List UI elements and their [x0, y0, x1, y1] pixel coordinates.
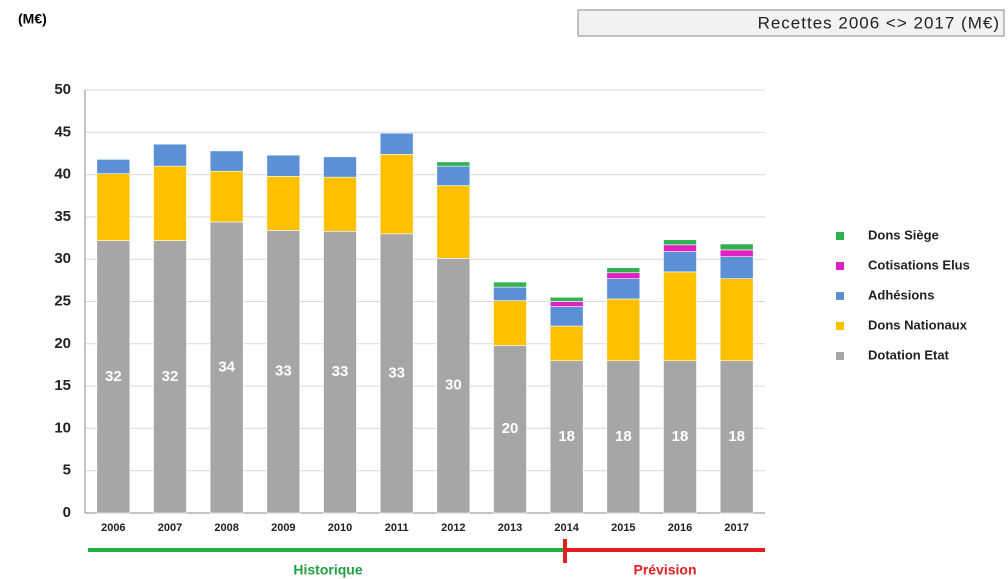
legend-swatch — [836, 232, 844, 240]
x-tick-label: 2015 — [611, 522, 635, 534]
bar-segment — [493, 300, 527, 346]
data-label: 33 — [332, 363, 349, 380]
bar-segment — [549, 325, 584, 362]
x-tick-label: 2006 — [101, 522, 125, 534]
legend-swatch — [836, 322, 844, 330]
bar-segment — [663, 239, 697, 246]
x-tick-label: 2012 — [441, 522, 465, 534]
bar-segment — [323, 230, 357, 514]
y-tick-label: 40 — [54, 166, 71, 183]
data-label: 20 — [502, 420, 519, 437]
y-tick-label: 50 — [54, 81, 71, 98]
legend-label: Adhésions — [868, 287, 934, 302]
data-label: 32 — [105, 368, 122, 385]
bar-segment — [549, 301, 584, 307]
data-label: 18 — [728, 428, 745, 445]
legend-swatch — [836, 352, 844, 360]
y-tick-label: 45 — [54, 123, 71, 140]
data-label: 30 — [445, 377, 462, 394]
data-label: 34 — [218, 358, 235, 375]
x-tick-label: 2013 — [498, 522, 522, 534]
bar-segment — [663, 271, 697, 362]
data-label: 33 — [275, 363, 292, 380]
bar-segment — [493, 286, 527, 301]
bar-segment — [209, 170, 244, 223]
bar-segment — [663, 360, 697, 514]
bar-segment — [153, 240, 187, 514]
bar-segment — [379, 153, 414, 235]
bar-segment — [719, 278, 754, 362]
bar-segment — [549, 360, 584, 514]
data-label: 32 — [162, 368, 179, 385]
bar-segment — [549, 296, 584, 302]
x-tick-label: 2011 — [385, 522, 409, 534]
x-tick-label: 2016 — [668, 522, 692, 534]
bar-segment — [663, 244, 697, 252]
bar-segment — [663, 251, 697, 273]
bar-segment — [493, 345, 527, 514]
annotation: Prévision — [633, 562, 696, 578]
bar-segment — [96, 240, 131, 514]
bar-segment — [436, 161, 471, 167]
x-tick-label: 2008 — [214, 522, 238, 534]
bar-segment — [266, 230, 301, 514]
bar-segment — [323, 156, 357, 178]
bar-segment — [606, 278, 641, 300]
y-tick-label: 35 — [54, 208, 71, 225]
bar-segment — [379, 132, 414, 155]
bar-segment — [96, 173, 131, 241]
x-tick-label: 2014 — [554, 522, 579, 534]
bar-segment — [493, 281, 527, 288]
y-tick-label: 25 — [54, 292, 71, 309]
y-tick-label: 5 — [63, 462, 71, 479]
x-tick-label: 2010 — [328, 522, 352, 534]
annotation: Historique — [293, 562, 362, 578]
legend-label: Dotation Etat — [868, 347, 950, 362]
bar-segment — [719, 360, 754, 514]
data-label: 18 — [615, 428, 632, 445]
y-tick-label: 10 — [54, 419, 71, 436]
bar-segment — [153, 143, 187, 167]
legend-label: Dons Nationaux — [868, 317, 968, 332]
bar-segment — [606, 360, 641, 514]
bar-segment — [606, 272, 641, 279]
bar-segment — [266, 154, 301, 177]
y-tick-label: 0 — [63, 504, 71, 521]
bar-segment — [153, 165, 187, 241]
bar-segment — [719, 243, 754, 251]
bar-segment — [266, 175, 301, 231]
bar-segment — [549, 306, 584, 327]
bar-segment — [96, 159, 131, 175]
bar-segment — [379, 233, 414, 514]
data-label: 18 — [558, 428, 575, 445]
legend-label: Cotisations Elus — [868, 257, 970, 272]
bar-segment — [719, 249, 754, 257]
bar-segment — [209, 150, 244, 172]
bar-segment — [436, 165, 471, 186]
x-tick-label: 2017 — [724, 522, 748, 534]
bar-segment — [323, 176, 357, 232]
bar-segment — [436, 258, 471, 514]
bar-segment — [209, 221, 244, 514]
title-box — [577, 9, 1005, 37]
bar-segment — [719, 256, 754, 279]
y-tick-label: 15 — [54, 377, 71, 394]
bar-segment — [606, 267, 641, 274]
y-tick-label: 20 — [54, 335, 71, 352]
bar-segment — [606, 298, 641, 362]
data-label: 33 — [388, 364, 405, 381]
legend-swatch — [836, 292, 844, 300]
chart-title: Recettes 2006 <> 2017 (M€) — [758, 13, 1000, 32]
x-tick-label: 2009 — [271, 522, 295, 534]
legend-swatch — [836, 262, 844, 270]
bar-segment — [436, 185, 471, 259]
unit-label: (M€) — [18, 11, 47, 27]
data-label: 18 — [672, 428, 689, 445]
legend-label: Dons Siège — [868, 227, 939, 242]
y-tick-label: 30 — [54, 250, 71, 267]
x-tick-label: 2007 — [158, 522, 182, 534]
